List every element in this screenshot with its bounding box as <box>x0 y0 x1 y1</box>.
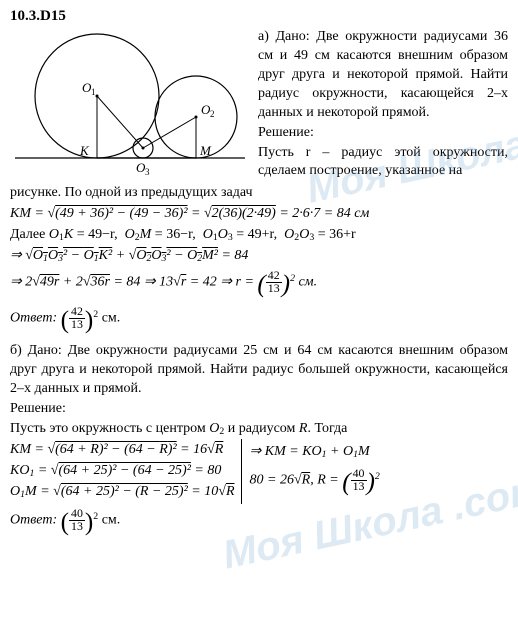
eq-arrow1-a: ⇒ √O1O3² − O1K² + √O2O3² − O2M² = 84 <box>10 247 508 266</box>
svg-text:1: 1 <box>91 87 96 97</box>
svg-text:K: K <box>79 143 90 158</box>
part-b: б) Дано: Две окружности радиусами 25 см … <box>10 342 508 540</box>
eq-om-b: O1M = √(64 + 25)² − (R − 25)² = 10√R <box>10 483 235 502</box>
eq-km-b: KM = √(64 + R)² − (64 − R)² = 16√R <box>10 441 235 460</box>
two-col-eqs: KM = √(64 + R)² − (64 − R)² = 16√R KO1 =… <box>10 439 508 504</box>
part-b-given: б) Дано: Две окружности радиусами 25 см … <box>10 342 508 399</box>
answer-b: Ответ: (4013)2 см. <box>10 506 508 540</box>
geometry-diagram: O1 O2 O3 K M <box>10 28 250 178</box>
problem-number: 10.3.D15 <box>10 6 508 26</box>
eq-arrow2-a: ⇒ 2√49r + 2√36r = 84 ⇒ 13√r = 42 ⇒ r = (… <box>10 268 508 302</box>
part-a-given: а) Дано: Две окружности радиусами 36 см … <box>258 28 508 122</box>
part-a-text-col: а) Дано: Две окружности радиусами 36 см … <box>258 28 508 182</box>
eq-km-a: KM = √(49 + 36)² − (49 − 36)² = √2(36)(2… <box>10 205 508 224</box>
part-a-top: O1 O2 O3 K M а) Дано: Две окружности рад… <box>10 28 508 182</box>
answer-a: Ответ: (4213)2 см. <box>10 304 508 338</box>
part-a-sol-label: Решение: <box>258 124 508 143</box>
eq-r1-b: ⇒ KM = KO1 + O1M <box>250 443 509 462</box>
part-a-cont: рисунке. По одной из предыдущих задач <box>10 184 508 203</box>
svg-text:2: 2 <box>210 109 215 119</box>
part-b-let: Пусть это окружность с центром O2 и ради… <box>10 420 508 439</box>
eq-next-a: Далее O1K = 49−r, O2M = 36−r, O1O3 = 49+… <box>10 226 508 245</box>
svg-text:M: M <box>199 143 212 158</box>
part-a-let: Пусть r – радиус этой окружности, сделае… <box>258 144 508 182</box>
eq-ko-b: KO1 = √(64 + 25)² − (64 − 25)² = 80 <box>10 462 235 481</box>
svg-text:3: 3 <box>145 167 150 177</box>
eq-r2-b: 80 = 26√R, R = (4013)2 <box>250 466 509 500</box>
part-b-sol-label: Решение: <box>10 400 508 419</box>
